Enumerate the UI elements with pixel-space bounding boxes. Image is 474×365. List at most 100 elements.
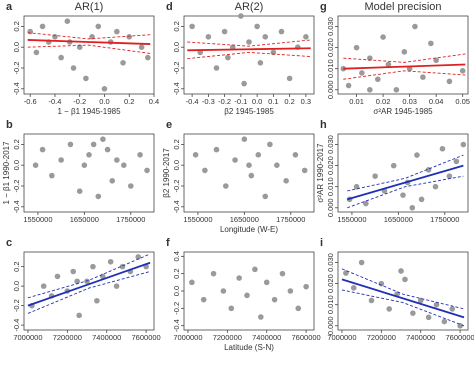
y-axis-label: β2 1990-2017 [162, 148, 171, 198]
point [213, 146, 220, 153]
point [254, 23, 260, 30]
y-tick-label: 0.2 [172, 139, 181, 149]
x-tick-label: 7400000 [92, 333, 121, 342]
point [220, 288, 227, 294]
y-tick-label: -0.4 [172, 82, 181, 95]
point [127, 183, 134, 189]
x-tick-label: 7000000 [327, 333, 356, 342]
point [225, 54, 231, 61]
ci-upper [27, 32, 151, 40]
point [246, 39, 252, 45]
panel-label: h [320, 119, 327, 131]
point [200, 296, 207, 303]
point [287, 288, 294, 294]
y-tick-label: 0.020 [326, 274, 335, 293]
x-axis-label: β2 1945-1985 [224, 107, 274, 116]
point [27, 28, 33, 35]
point [433, 57, 439, 64]
x-axis-label: σ²AR 1945-1985 [373, 107, 433, 116]
point [414, 152, 420, 158]
x-tick-label: -0.1 [234, 97, 247, 106]
y-tick-label: 0.0 [172, 286, 181, 296]
fit-line [187, 47, 311, 52]
ci-lower [27, 271, 151, 314]
point [457, 322, 463, 329]
x-tick-label: -0.4 [186, 97, 199, 106]
panel-label: f [166, 237, 170, 249]
point [189, 279, 195, 286]
ci-upper [187, 39, 311, 47]
y-tick-label: -0.4 [12, 200, 21, 213]
point [460, 141, 467, 148]
point [104, 146, 111, 153]
point [95, 23, 102, 30]
point [202, 167, 208, 174]
panel-label: d [166, 1, 173, 13]
point [74, 278, 80, 285]
fit-line [341, 278, 465, 319]
point [40, 283, 47, 289]
y-tick-label: -0.4 [172, 200, 181, 213]
point [257, 60, 264, 66]
plot-frame [337, 15, 469, 95]
point [402, 276, 408, 283]
y-tick-label: 0.030 [326, 135, 335, 154]
point [303, 283, 309, 290]
point [278, 28, 285, 35]
x-tick-label: 7200000 [367, 333, 396, 342]
point [345, 82, 352, 89]
point [39, 23, 46, 30]
y-tick-label: -0.2 [12, 299, 21, 312]
point [107, 258, 114, 265]
panel-title: Model precision [364, 1, 441, 13]
y-tick-label: -0.2 [12, 180, 21, 193]
point [241, 136, 248, 142]
point [350, 285, 357, 291]
plot-frame [183, 251, 315, 331]
x-axis-label: Longitude (W-E) [220, 225, 278, 234]
point [390, 162, 397, 169]
ci-lower [347, 175, 464, 209]
x-tick-label: -0.6 [24, 97, 37, 106]
point [64, 18, 71, 25]
point [425, 314, 432, 321]
y-tick-label: -0.4 [172, 319, 181, 332]
point [222, 183, 229, 189]
y-tick-label: 0.0 [172, 160, 181, 170]
point [292, 152, 299, 158]
point [353, 183, 360, 190]
point [228, 305, 235, 312]
x-tick-label: 7000000 [173, 333, 202, 342]
point [267, 141, 273, 148]
y-tick-label: 0.000 [326, 198, 335, 217]
point [189, 23, 195, 30]
x-tick-label: 1550000 [337, 215, 366, 224]
panel-label: a [6, 1, 13, 13]
point [380, 34, 386, 40]
plot-frame [337, 251, 469, 331]
point [398, 268, 404, 274]
point [238, 13, 244, 19]
point [446, 173, 453, 179]
x-tick-label: 1650000 [230, 215, 259, 224]
point [241, 80, 247, 87]
point [90, 263, 96, 270]
x-tick-label: -0.4 [48, 97, 61, 106]
plot-frame [337, 133, 469, 213]
point [95, 193, 102, 200]
y-tick-label: 0.2 [172, 268, 181, 278]
point [428, 40, 434, 47]
point [76, 188, 83, 194]
point [54, 273, 61, 280]
fit-line [27, 261, 151, 307]
point [401, 49, 408, 55]
ci-upper [343, 53, 466, 63]
y-axis-label: 1 − β1 1990-2017 [2, 141, 11, 205]
x-tick-label: 0.0 [252, 97, 262, 106]
x-tick-label: 0.02 [376, 97, 391, 106]
point [255, 152, 262, 158]
point [248, 172, 255, 179]
x-tick-label: 7200000 [53, 333, 82, 342]
y-tick-label: 0.4 [172, 251, 181, 261]
